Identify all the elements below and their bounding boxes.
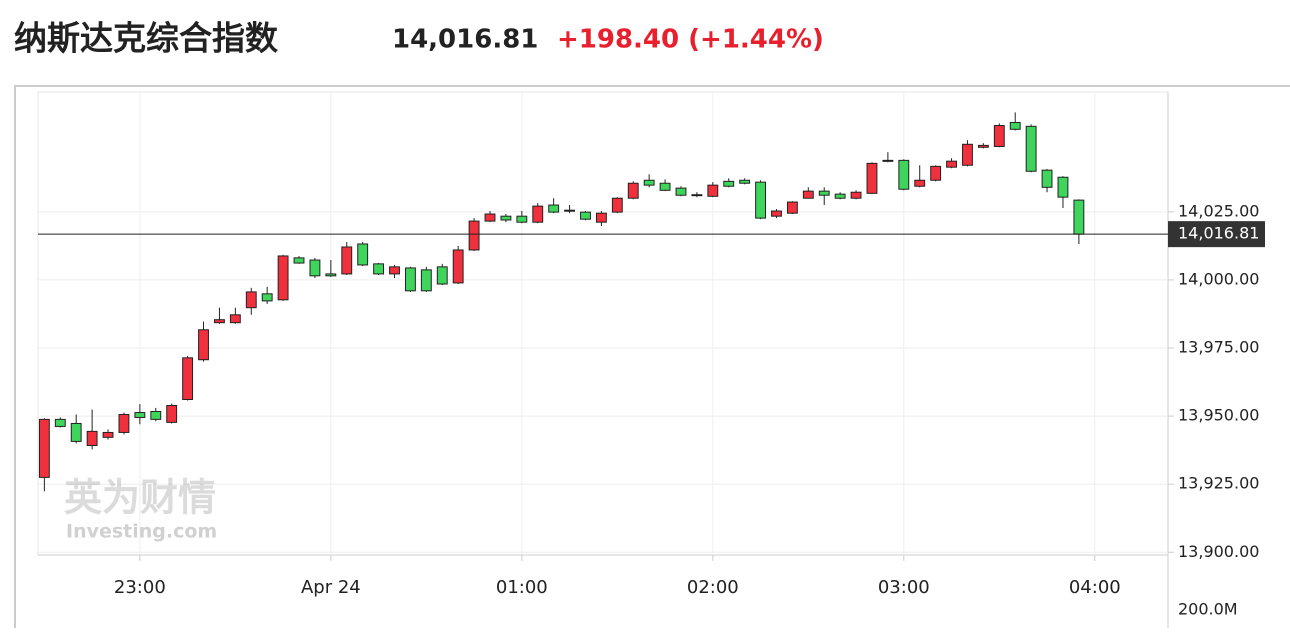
candle-body	[802, 190, 814, 199]
watermark: 英为财情	[64, 476, 216, 520]
x-tick-label: Apr 24	[301, 577, 361, 598]
candle-body	[1009, 122, 1021, 130]
x-tick-label: 02:00	[687, 577, 739, 598]
y-tick-label: 13,950.00	[1178, 406, 1259, 425]
candle-body	[675, 187, 687, 196]
candle-body	[54, 418, 66, 427]
candle-body	[516, 215, 528, 223]
candle-body	[946, 160, 957, 168]
candle-body	[850, 191, 862, 199]
candle-body	[580, 211, 591, 220]
candle-body	[882, 159, 894, 162]
candle-body	[755, 181, 766, 219]
candle-body	[229, 314, 241, 324]
candle-body	[214, 319, 225, 324]
volume-tick-label: 200.0M	[1178, 600, 1238, 619]
candle-body	[309, 259, 321, 277]
candle-body	[898, 159, 910, 190]
candle-body	[70, 422, 82, 442]
candle-body	[930, 165, 942, 181]
candle-body	[818, 190, 830, 196]
candle-body	[373, 263, 385, 275]
y-tick-label: 13,975.00	[1178, 338, 1259, 357]
candle-body	[325, 273, 337, 277]
candle-body	[707, 184, 719, 197]
last-price-box	[1168, 221, 1265, 248]
y-tick-label: 14,025.00	[1178, 201, 1259, 220]
candle-body	[293, 257, 305, 264]
page-title: 纳斯达克综合指数	[14, 19, 279, 58]
candle-body	[484, 213, 496, 222]
candle-body	[834, 193, 846, 199]
candle-body	[993, 124, 1005, 147]
candle-body	[532, 205, 544, 223]
candle-body	[564, 209, 576, 212]
candle-body	[389, 266, 400, 275]
price-change: +198.40 (+1.44%)	[557, 25, 824, 55]
candle-body	[659, 182, 671, 191]
candle-body	[118, 413, 130, 433]
x-tick-label: 03:00	[878, 577, 930, 598]
candle-body	[786, 201, 798, 214]
candle-body	[277, 255, 289, 301]
candle-body	[500, 215, 512, 221]
candle-body	[595, 212, 607, 223]
candle-body	[420, 269, 432, 292]
y-tick-label: 14,000.00	[1178, 269, 1259, 288]
candle-body	[436, 266, 448, 285]
candle-body	[962, 143, 973, 166]
last-price-label: 14,016.81	[1178, 224, 1259, 243]
candle-body	[977, 144, 989, 148]
last-price: 14,016.81	[392, 25, 538, 55]
x-tick-label: 04:00	[1069, 577, 1121, 598]
candle-body	[102, 431, 114, 438]
candle-body	[86, 430, 98, 447]
candle-body	[198, 329, 209, 361]
y-tick-label: 13,925.00	[1178, 474, 1259, 493]
candle-body	[1073, 199, 1085, 235]
candle-body	[134, 412, 146, 418]
candle-body	[866, 162, 878, 194]
candle-body	[1041, 169, 1053, 188]
candle-body	[182, 357, 194, 400]
candle-body	[914, 179, 926, 187]
candle-body	[548, 204, 560, 213]
candle-body	[611, 197, 623, 213]
candle-body	[723, 180, 735, 187]
candle-body	[739, 179, 751, 184]
candle-body	[643, 179, 655, 186]
candle-body	[452, 249, 464, 284]
candle-body	[166, 404, 178, 423]
watermark: Investing.com	[66, 521, 217, 543]
candle-body	[150, 410, 162, 420]
frame	[14, 85, 1290, 628]
candle-body	[468, 220, 480, 251]
candle-body	[1025, 125, 1037, 172]
candle-body	[771, 210, 782, 217]
x-tick-label: 01:00	[496, 577, 548, 598]
candle-body	[404, 267, 416, 292]
candle-body	[627, 182, 639, 199]
candle-body	[1057, 176, 1069, 198]
candle-body	[245, 291, 257, 309]
candle-body	[691, 194, 703, 197]
candle-body	[38, 418, 50, 478]
candle-body	[357, 243, 369, 266]
y-tick-label: 13,900.00	[1178, 542, 1259, 561]
candle-body	[261, 293, 273, 302]
candle-body	[341, 246, 353, 275]
x-tick-label: 23:00	[114, 577, 166, 598]
